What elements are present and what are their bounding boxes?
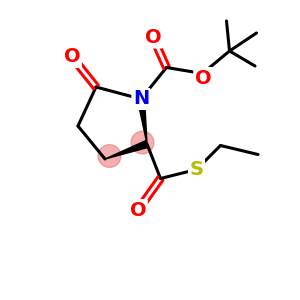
Circle shape [131, 131, 154, 154]
Text: N: N [133, 89, 149, 109]
Polygon shape [137, 98, 147, 144]
Text: S: S [190, 160, 203, 179]
Circle shape [98, 145, 121, 167]
Text: O: O [145, 28, 161, 47]
Text: O: O [195, 68, 212, 88]
Text: O: O [130, 200, 146, 220]
Text: O: O [64, 47, 80, 67]
Polygon shape [105, 141, 148, 159]
